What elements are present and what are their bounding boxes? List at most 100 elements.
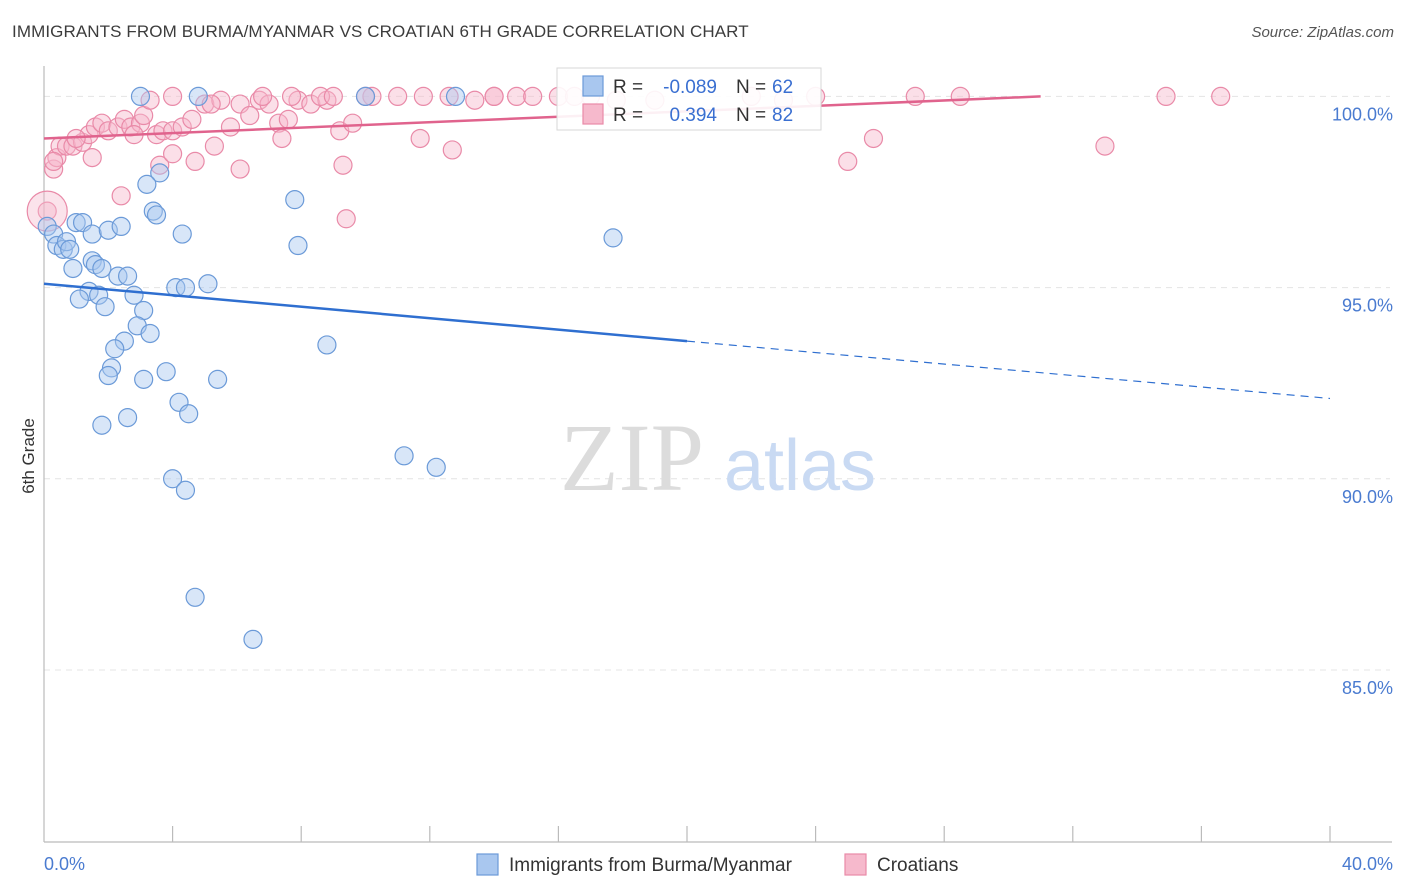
- data-point-blue: [117, 407, 138, 428]
- data-point-pink: [323, 86, 343, 107]
- y-tick-label: 100.0%: [1332, 104, 1393, 124]
- x-tick-label: 0.0%: [44, 854, 85, 874]
- data-point-pink: [153, 121, 173, 141]
- data-point-pink: [343, 113, 363, 133]
- data-point-pink: [410, 128, 430, 149]
- data-point-pink: [220, 117, 241, 137]
- data-point-pink: [333, 155, 353, 175]
- data-point-blue: [95, 297, 115, 317]
- trend-lines: [43, 95, 1331, 400]
- legend-r-value: -0.089: [663, 77, 717, 98]
- data-point-blue: [188, 86, 208, 107]
- data-point-pink-large: [26, 190, 68, 232]
- data-point-pink: [211, 90, 231, 110]
- data-point-pink: [44, 159, 64, 179]
- data-point-pink: [185, 151, 205, 172]
- grid: [44, 95, 1390, 671]
- data-point-blue: [69, 289, 89, 309]
- data-point-blue: [285, 190, 305, 210]
- data-point-pink: [523, 86, 543, 107]
- data-point-blue: [66, 212, 86, 233]
- data-point-blue: [117, 266, 138, 286]
- trend-line-croatians: [43, 95, 1041, 140]
- data-point-pink: [150, 155, 170, 175]
- data-point-pink: [204, 136, 224, 156]
- data-point-blue: [175, 277, 196, 298]
- data-point-blue: [89, 285, 109, 305]
- data-point-pink: [111, 186, 131, 206]
- legend-swatch-blue: [582, 75, 604, 97]
- data-point-pink: [253, 86, 273, 107]
- data-point-blue: [394, 446, 414, 466]
- data-point-pink: [362, 86, 382, 107]
- data-point-blue: [37, 216, 57, 237]
- data-point-blue: [108, 266, 128, 286]
- data-point-blue: [156, 362, 176, 382]
- legend-n-value: 62: [772, 77, 793, 98]
- data-point-pink: [1211, 86, 1231, 107]
- y-tick-label: 95.0%: [1342, 296, 1393, 316]
- bottom-legend-label: Immigrants from Burma/Myanmar: [509, 855, 793, 876]
- data-point-pink: [240, 105, 260, 126]
- data-point-pink: [230, 159, 250, 179]
- data-point-blue: [317, 335, 337, 355]
- data-point-pink: [163, 86, 183, 107]
- data-point-pink: [281, 86, 302, 107]
- trend-line-burma-extension: [686, 340, 1331, 400]
- data-point-pink: [1156, 86, 1176, 107]
- data-point-blue: [111, 216, 131, 237]
- watermark-zip: ZIP: [560, 404, 704, 511]
- data-point-blue: [603, 228, 623, 248]
- data-point-blue: [137, 174, 157, 194]
- bottom-legend-swatch-pink: [844, 853, 867, 876]
- legend-box: R = -0.089 N = 62 R = 0.394 N = 82: [556, 67, 822, 131]
- data-point-blue: [175, 480, 196, 500]
- data-point-pink: [82, 147, 102, 168]
- data-point-pink: [301, 94, 321, 114]
- y-tick-label: 85.0%: [1342, 678, 1393, 698]
- legend-swatch-pink: [582, 103, 604, 125]
- data-point-pink: [182, 109, 202, 129]
- bottom-legend: Immigrants from Burma/Myanmar Croatians: [476, 853, 958, 876]
- data-point-pink: [272, 128, 292, 149]
- data-point-blue: [98, 220, 118, 240]
- data-point-blue: [63, 258, 83, 279]
- data-point-blue: [140, 323, 160, 344]
- data-point-blue: [114, 331, 134, 351]
- data-point-pink: [442, 140, 462, 160]
- data-point-blue: [172, 224, 192, 244]
- data-point-pink: [140, 90, 160, 110]
- watermark-atlas: atlas: [724, 426, 876, 506]
- data-point-blue: [179, 404, 199, 424]
- data-point-blue: [198, 274, 218, 294]
- data-point-pink: [507, 86, 527, 107]
- trend-line-burma: [43, 282, 688, 343]
- data-point-pink: [863, 128, 884, 149]
- legend-n-value: 82: [772, 105, 793, 126]
- legend-r-label: R =: [613, 105, 643, 126]
- data-point-blue: [426, 457, 446, 477]
- legend-n-label: N =: [736, 77, 766, 98]
- data-point-blue: [288, 235, 308, 256]
- data-point-blue: [60, 239, 80, 259]
- data-point-blue: [134, 369, 154, 389]
- watermark: ZIP atlas: [560, 404, 876, 511]
- data-point-pink: [163, 144, 183, 164]
- data-point-pink: [950, 86, 970, 107]
- data-point-blue: [98, 365, 118, 386]
- data-point-blue: [185, 587, 205, 607]
- data-point-pink: [163, 121, 183, 141]
- legend-r-label: R =: [613, 77, 643, 98]
- data-point-pink: [44, 151, 64, 172]
- data-point-pink: [413, 86, 433, 107]
- data-point-pink: [1095, 136, 1115, 156]
- data-point-pink: [79, 125, 99, 145]
- data-point-blue: [82, 224, 102, 244]
- data-point-blue: [355, 86, 376, 107]
- bottom-legend-swatch-blue: [476, 853, 499, 876]
- data-point-pink: [838, 151, 858, 172]
- legend-r-value: 0.394: [669, 105, 717, 126]
- source-credit: Source: ZipAtlas.com: [1251, 24, 1394, 41]
- data-point-blue: [105, 339, 125, 359]
